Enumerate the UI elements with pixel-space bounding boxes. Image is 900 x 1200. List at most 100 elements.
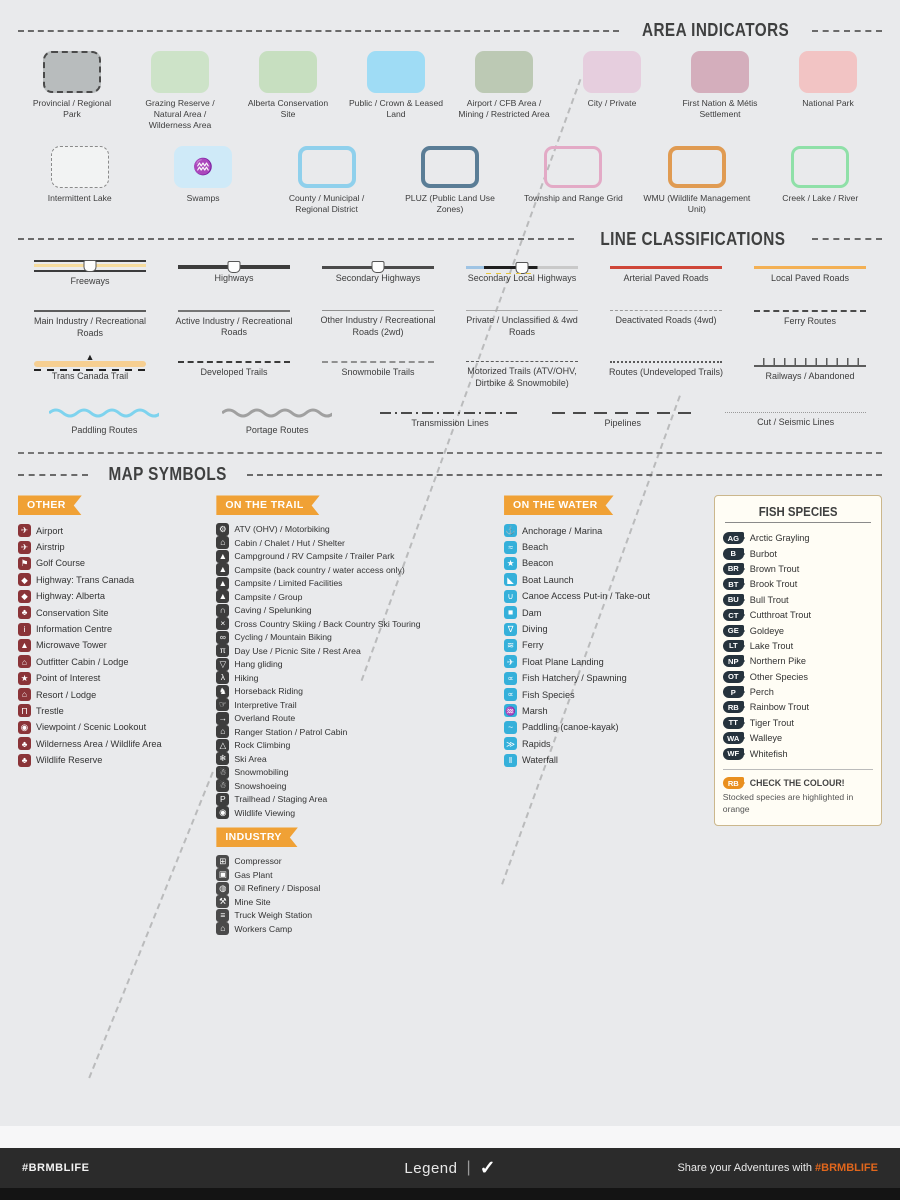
symbol-item-caving-spelunking: ∩ Caving / Spelunking	[216, 603, 492, 617]
provincial-regional-park-swatch	[43, 51, 101, 93]
trail-symbol-list: ⚙ ATV (OHV) / Motorbiking ⌂ Cabin / Chalet …	[216, 522, 492, 820]
fish-species-box: FISH SPECIES AG Arctic Grayling B Burbot BR B…	[713, 495, 883, 826]
portage-wave-icon	[221, 408, 336, 418]
fish-code-LT-icon: LT	[722, 639, 745, 652]
area-indicator-wmu-wildlife-management-unit: WMU (Wildlife Management Unit)	[635, 145, 758, 215]
dashed-rule	[18, 473, 88, 476]
hang-gliding-icon: ▽	[216, 657, 230, 671]
dashed-rule	[18, 29, 619, 32]
ranger-station-patrol-cabin-icon: ⌂	[216, 725, 230, 739]
area-indicators-row2: Intermittent Lake ♒ Swamps County / Municip…	[18, 145, 882, 215]
beach-icon: ≈	[504, 540, 518, 554]
section-line-classifications: LINE CLASSIFICATIONS Freeways Highways Sec…	[18, 229, 882, 437]
stocked-note-header: RB CHECK THE COLOUR!	[722, 777, 873, 790]
fish-code-NP-icon: NP	[722, 655, 745, 668]
marsh-icon: ♒	[504, 704, 518, 718]
brmblife-hashtag: #BRMBLIFE	[22, 1162, 90, 1174]
footer-legend-label: Legend	[404, 1159, 458, 1177]
ski-area-icon: ❄	[216, 752, 230, 766]
other-symbol-list: ✈ Airport ✈ Airstrip ⚑ Golf Course ◆ Highway: T…	[18, 522, 204, 768]
outfitter-cabin-lodge-icon: ⌂	[18, 655, 31, 669]
cabin-chalet-hut-shelter-icon: ⌂	[216, 536, 230, 550]
symbol-item-point-of-interest: ★ Point of Interest	[18, 670, 204, 686]
brmb-logo-icon: ✓	[479, 1157, 496, 1179]
paddling-canoe-kayak-icon: ~	[504, 720, 518, 734]
line-class-active-industry-recreational-roads: Active Industry / Recreational Roads	[162, 304, 306, 340]
fish-code-WA-icon: WA	[722, 732, 745, 745]
conservation-site-icon: ♣	[18, 606, 31, 620]
area-indicator-intermittent-lake: Intermittent Lake	[18, 145, 141, 215]
fish-code-WF-icon: WF	[722, 747, 745, 760]
line-classifications-row2: Main Industry / Recreational Roads Active…	[18, 304, 882, 340]
deactivated-roads-4wd-line-sample	[610, 309, 722, 311]
airport-icon: ✈	[18, 524, 31, 538]
snowmobile-trails-line-sample	[322, 361, 434, 364]
stocked-note-title: CHECK THE COLOUR!	[749, 778, 845, 789]
compressor-icon: ⊞	[216, 854, 230, 868]
area-indicator-township-and-range-grid: Township and Range Grid	[512, 145, 635, 215]
fish-code-GE-icon: GE	[722, 624, 745, 637]
secondary-local-highways-line-sample	[466, 261, 578, 274]
section-area-indicators: AREA INDICATORS Provincial / Regional Pa…	[18, 20, 882, 215]
symbol-item-microwave-tower: ▲ Microwave Tower	[18, 637, 204, 653]
snowshoeing-icon: ☃	[216, 779, 230, 793]
symbol-item-snowmobiling: ☃ Snowmobiling	[216, 765, 492, 779]
boat-launch-icon: ◣	[504, 573, 518, 587]
dashed-separator	[18, 452, 882, 455]
creek-lake-river-swatch	[791, 145, 850, 188]
symbol-item-rapids: ≫ Rapids	[504, 736, 702, 752]
fish-species-list: AG Arctic Grayling B Burbot BR Brown Trout BT B…	[722, 530, 873, 761]
highways-line-sample	[178, 261, 290, 274]
share-prefix: Share your Adventures with	[677, 1162, 816, 1174]
fish-item-lake-trout: LT Lake Trout	[722, 638, 873, 653]
fish-item-walleye: WA Walleye	[722, 731, 873, 746]
line-class-transmission-lines: Transmission Lines	[364, 406, 537, 437]
fish-item-goldeye: GE Goldeye	[722, 623, 873, 638]
industry-symbol-list: ⊞ Compressor ▣ Gas Plant ◍ Oil Refinery / Dis…	[216, 854, 492, 936]
footer-divider: |	[466, 1159, 471, 1176]
cross-country-skiing-back-country-ski-touring-icon: ×	[216, 617, 230, 631]
symbol-item-wildlife-viewing: ◉ Wildlife Viewing	[216, 806, 492, 820]
symbol-item-atv-ohv-motorbiking: ⚙ ATV (OHV) / Motorbiking	[216, 522, 492, 536]
line-classifications-row3: ▲ Trans Canada Trail Developed Trails Snowm…	[18, 353, 882, 389]
line-classifications-row1: Freeways Highways Secondary Highways Second…	[18, 259, 882, 288]
resort-lodge-icon: ⌂	[18, 688, 31, 702]
grazing-reserve-natural-area-wilderness-area-swatch	[151, 51, 209, 93]
fish-item-tiger-trout: TT Tiger Trout	[722, 715, 873, 730]
railways-abandoned-line-sample	[754, 358, 866, 368]
line-class-private-unclassified-4wd-roads: Private / Unclassified & 4wd Roads	[450, 304, 594, 340]
area-indicators-title: AREA INDICATORS	[641, 20, 790, 40]
information-centre-icon: i	[18, 622, 31, 636]
local-paved-roads-line-sample	[754, 265, 866, 270]
secondary-highways-line-sample	[322, 261, 434, 274]
routes-undeveloped-trails-line-sample	[610, 361, 722, 364]
fish-item-burbot: B Burbot	[722, 546, 873, 561]
symbol-item-outfitter-cabin-lodge: ⌂ Outfitter Cabin / Lodge	[18, 654, 204, 670]
fish-item-brook-trout: BT Brook Trout	[722, 577, 873, 592]
map-symbols-columns: OTHER ✈ Airport ✈ Airstrip ⚑ Golf Course ◆ High…	[18, 495, 883, 936]
golf-course-icon: ⚑	[18, 556, 31, 570]
symbol-item-campsite-limited-facilities: ▲ Campsite / Limited Facilities	[216, 576, 492, 590]
symbol-item-cycling-mountain-biking: ∞ Cycling / Mountain Biking	[216, 630, 492, 644]
fish-code-BR-icon: BR	[722, 562, 745, 575]
symbol-item-ranger-station-patrol-cabin: ⌂ Ranger Station / Patrol Cabin	[216, 725, 492, 739]
airport-cfb-area-mining-restricted-area-swatch	[475, 51, 533, 93]
gas-plant-icon: ▣	[216, 868, 230, 882]
first-nation-m-tis-settlement-swatch	[691, 51, 749, 93]
symbol-item-highway-alberta: ◆ Highway: Alberta	[18, 588, 204, 604]
symbol-item-highway-trans-canada: ◆ Highway: Trans Canada	[18, 572, 204, 588]
motorized-trails-atv-ohv-dirtbike-snowmobile-line-sample	[466, 361, 578, 363]
microwave-tower-icon: ▲	[18, 638, 31, 652]
footer-center: Legend | ✓	[404, 1159, 495, 1178]
footer-bar: #BRMBLIFE Legend | ✓ Share your Adventur…	[0, 1148, 900, 1188]
symbol-item-trestle: Π Trestle	[18, 703, 204, 719]
line-classifications-header: LINE CLASSIFICATIONS	[18, 229, 882, 250]
area-indicator-provincial-regional-park: Provincial / Regional Park	[18, 51, 126, 132]
waterfall-icon: ‖	[504, 753, 518, 767]
active-industry-recreational-roads-line-sample	[178, 309, 290, 312]
symbol-item-beacon: ★ Beacon	[504, 555, 702, 571]
area-indicators-header: AREA INDICATORS	[18, 20, 882, 41]
on-the-water-banner: ON THE WATER	[504, 495, 614, 515]
fish-code-OT-icon: OT	[722, 670, 745, 683]
symbol-item-rock-climbing: △ Rock Climbing	[216, 738, 492, 752]
